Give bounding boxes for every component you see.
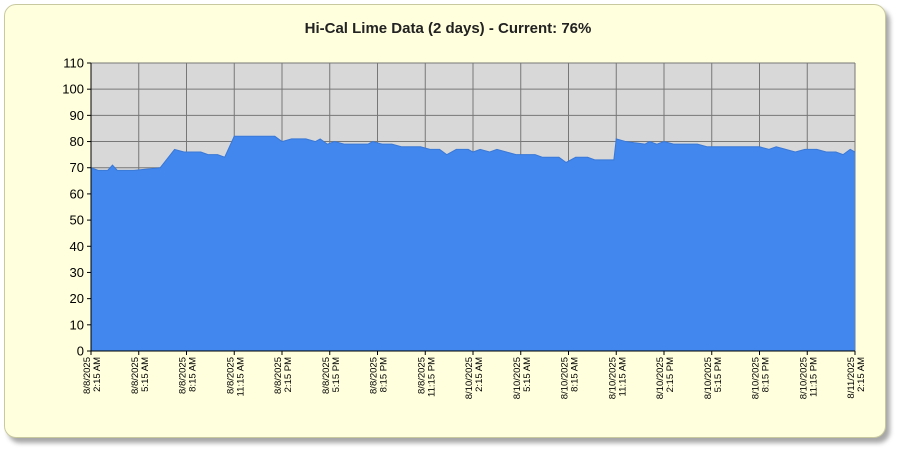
x-tick-label: 8/8/20255:15 PM — [321, 357, 342, 394]
x-tick-label: 8/10/202511:15 AM — [607, 357, 628, 399]
y-tick-label: 60 — [70, 186, 84, 201]
x-tick-label: 8/10/202511:15 PM — [798, 357, 819, 399]
y-tick-label: 90 — [70, 108, 84, 123]
y-tick-label: 110 — [63, 56, 84, 71]
x-tick-label: 8/10/20258:15 AM — [560, 357, 581, 399]
x-tick-label: 8/10/20255:15 PM — [703, 357, 724, 399]
x-tick-label: 8/8/20252:15 PM — [273, 357, 294, 394]
x-tick-label: 8/10/20252:15 PM — [655, 357, 676, 399]
y-tick-label: 30 — [70, 265, 84, 280]
y-tick-label: 100 — [62, 82, 84, 97]
y-tick-label: 80 — [70, 134, 84, 149]
y-tick-label: 40 — [70, 239, 84, 254]
x-tick-label: 8/8/20255:15 AM — [130, 357, 151, 394]
x-tick-label: 8/8/202511:15 AM — [225, 357, 246, 397]
area-series-0 — [91, 136, 855, 351]
y-tick-label: 70 — [70, 160, 84, 175]
x-tick-label: 8/8/20252:15 AM — [82, 357, 103, 394]
y-tick-label: 20 — [70, 291, 84, 306]
x-tick-label: 8/8/20258:15 AM — [178, 357, 199, 394]
x-tick-label: 8/8/202511:15 PM — [416, 357, 437, 397]
x-tick-label: 8/10/20255:15 AM — [512, 357, 533, 399]
x-tick-label: 8/11/20252:15 AM — [846, 357, 867, 399]
x-tick-label: 8/10/20258:15 PM — [751, 357, 772, 399]
area-series-line-0 — [90, 135, 856, 171]
y-tick-label: 50 — [70, 213, 84, 228]
y-tick-label: 10 — [70, 317, 84, 332]
x-tick-label: 8/10/20252:15 AM — [464, 357, 485, 399]
x-tick-label: 8/8/20258:15 PM — [369, 357, 390, 394]
chart-title: Hi-Cal Lime Data (2 days) - Current: 76% — [304, 20, 592, 37]
y-tick-label: 0 — [77, 344, 84, 359]
